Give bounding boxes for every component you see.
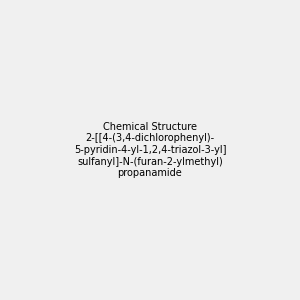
Text: Chemical Structure
2-[[4-(3,4-dichlorophenyl)-
5-pyridin-4-yl-1,2,4-triazol-3-yl: Chemical Structure 2-[[4-(3,4-dichloroph… (74, 122, 226, 178)
